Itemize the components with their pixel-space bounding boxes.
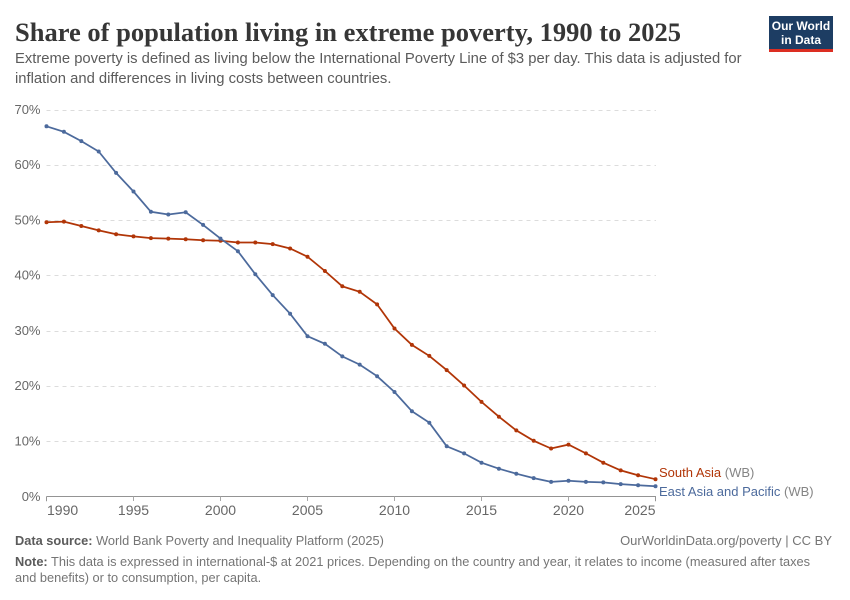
svg-text:0%: 0% bbox=[22, 489, 41, 504]
svg-text:50%: 50% bbox=[14, 212, 40, 227]
svg-text:2025: 2025 bbox=[624, 502, 655, 518]
svg-text:2010: 2010 bbox=[379, 502, 410, 518]
svg-text:2020: 2020 bbox=[553, 502, 584, 518]
svg-text:30%: 30% bbox=[14, 323, 40, 338]
svg-text:1990: 1990 bbox=[47, 502, 78, 518]
svg-text:40%: 40% bbox=[14, 268, 40, 283]
svg-text:20%: 20% bbox=[14, 378, 40, 393]
svg-text:70%: 70% bbox=[14, 102, 40, 117]
svg-text:1995: 1995 bbox=[118, 502, 149, 518]
svg-text:10%: 10% bbox=[14, 434, 40, 449]
svg-text:2000: 2000 bbox=[205, 502, 236, 518]
svg-text:2005: 2005 bbox=[292, 502, 323, 518]
svg-text:60%: 60% bbox=[14, 157, 40, 172]
svg-text:2015: 2015 bbox=[466, 502, 497, 518]
